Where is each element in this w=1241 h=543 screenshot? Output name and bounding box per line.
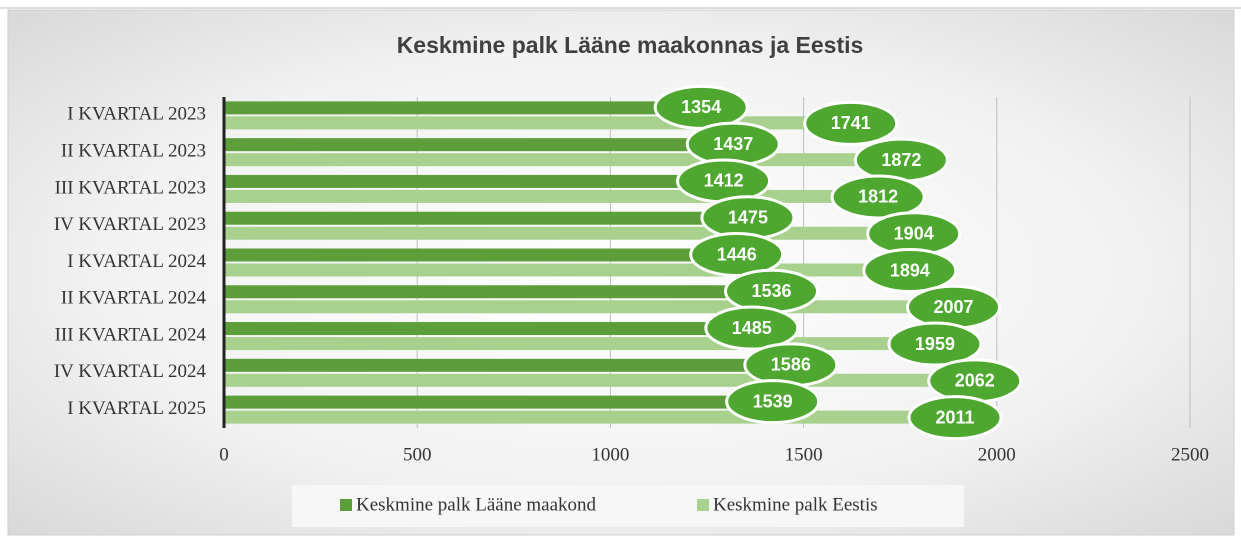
data-label: 1812: [858, 187, 898, 207]
bar: [224, 138, 780, 152]
data-label-bubble: [830, 174, 926, 220]
bar: [224, 263, 956, 277]
data-label-bubble: [803, 100, 899, 146]
data-label: 1475: [728, 207, 768, 227]
legend-label: Keskmine palk Eestis: [713, 494, 878, 515]
x-tick-label: 500: [403, 444, 432, 465]
data-label: 1437: [713, 134, 753, 154]
bar: [224, 189, 925, 203]
y-tick-label: I KVARTAL 2025: [67, 398, 206, 419]
x-tick-label: 1500: [785, 444, 823, 465]
data-label: 2007: [933, 297, 973, 317]
bar: [224, 211, 794, 225]
y-tick-label: I KVARTAL 2023: [67, 104, 206, 125]
data-label-bubble: [887, 321, 983, 367]
y-tick-label: II KVARTAL 2024: [61, 288, 207, 309]
bar: [224, 395, 819, 409]
y-tick-label: IV KVARTAL 2024: [54, 361, 207, 382]
data-label: 2062: [955, 371, 995, 391]
data-label: 1741: [831, 113, 871, 133]
y-tick-label: IV KVARTAL 2023: [54, 214, 206, 235]
bar: [224, 174, 770, 188]
chart-title: Keskmine palk Lääne maakonnas ja Eestis: [397, 32, 864, 58]
data-label-bubble: [704, 305, 800, 351]
bar: [224, 101, 748, 115]
x-tick-label: 1000: [591, 444, 629, 465]
x-tick-label: 2000: [978, 444, 1016, 465]
data-label: 1586: [771, 355, 811, 375]
data-label-bubble: [907, 395, 1003, 441]
data-label: 1539: [753, 391, 793, 411]
bar: [224, 337, 981, 351]
data-label-bubble: [862, 248, 958, 293]
legend-swatch: [697, 499, 709, 511]
data-label-bubble: [689, 232, 785, 277]
x-tick-label: 2500: [1171, 444, 1209, 465]
bar: [224, 373, 1021, 387]
data-label: 1536: [751, 281, 791, 301]
legend-label: Keskmine palk Lääne maakond: [356, 494, 597, 515]
bar: [224, 410, 1002, 424]
y-tick-label: II KVARTAL 2023: [61, 141, 206, 162]
y-tick-label: I KVARTAL 2024: [67, 251, 206, 272]
data-label: 1354: [681, 97, 721, 117]
data-label: 1904: [894, 223, 934, 243]
bar: [224, 248, 783, 262]
bar: [224, 153, 948, 167]
data-label: 1412: [704, 171, 744, 191]
y-tick-label: III KVARTAL 2023: [55, 177, 206, 198]
x-tick-label: 0: [219, 444, 229, 465]
bar: [224, 358, 837, 372]
data-label: 1894: [890, 260, 930, 280]
bar: [224, 116, 897, 130]
legend-box: [292, 485, 964, 527]
bar: [224, 322, 798, 336]
data-label: 2011: [936, 407, 975, 427]
bar: [224, 300, 1000, 314]
bar: [224, 226, 960, 240]
data-label: 1959: [915, 334, 955, 354]
legend-swatch: [340, 499, 352, 511]
data-label: 1485: [732, 318, 772, 338]
data-label-bubble: [725, 379, 821, 425]
data-label: 1872: [881, 150, 921, 170]
y-tick-label: III KVARTAL 2024: [55, 324, 207, 345]
data-label: 1446: [717, 244, 757, 264]
bar: [224, 285, 818, 299]
